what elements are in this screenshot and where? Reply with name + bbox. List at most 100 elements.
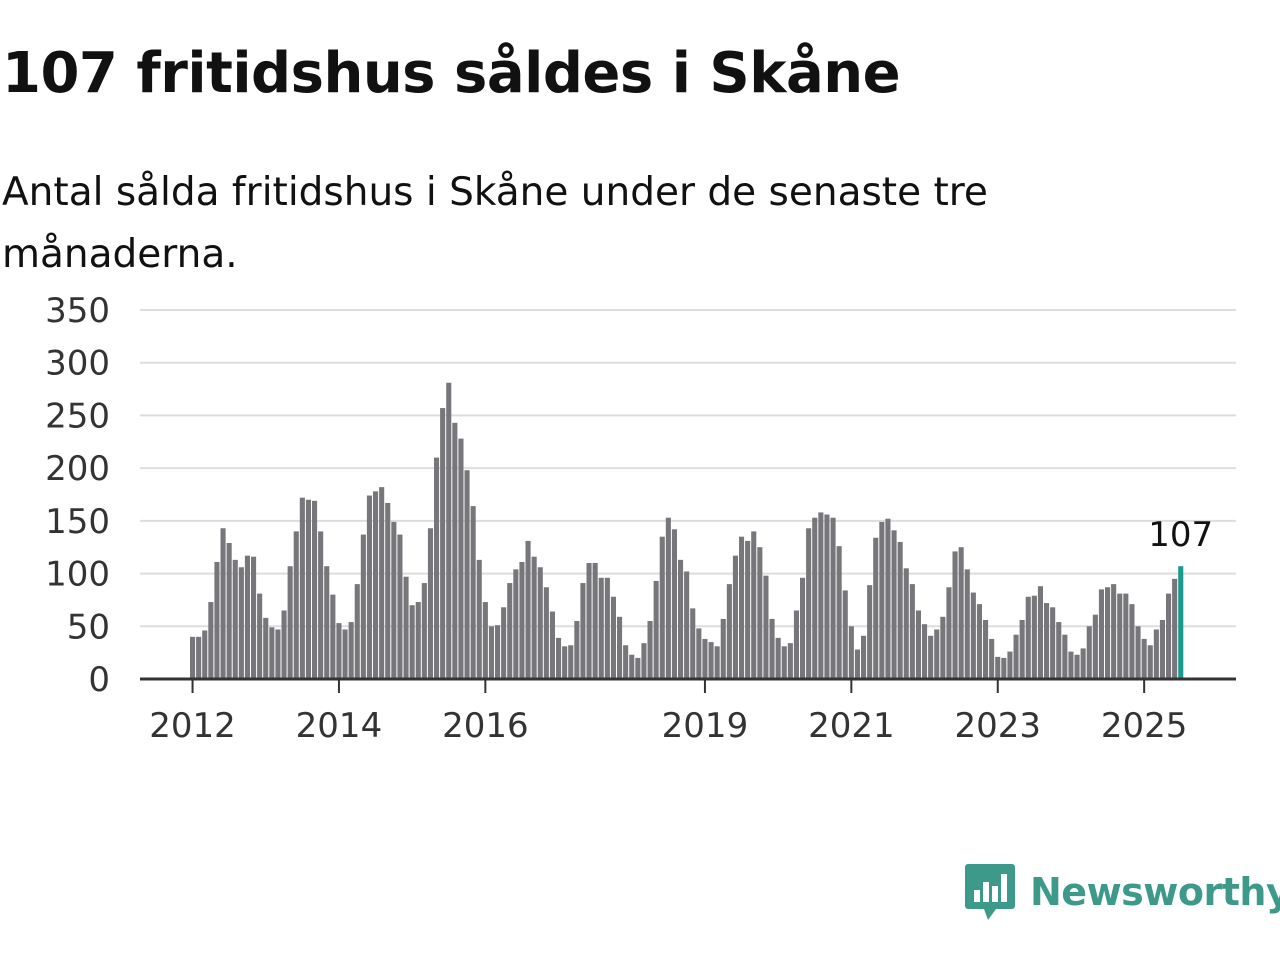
bar [519,561,525,679]
bar [653,580,659,679]
bar [726,584,732,679]
bar [580,583,586,679]
bar [287,566,293,679]
bar [647,621,653,679]
bar [421,583,427,679]
newsworthy-logo-icon [965,864,1015,920]
bar [617,616,623,679]
bar [403,576,409,679]
y-tick-label: 0 [88,660,110,700]
bar [232,559,238,679]
bar [922,624,928,679]
bar [257,593,263,679]
bar [299,497,305,679]
bar [379,487,385,679]
bar [446,382,452,679]
bar [671,529,677,679]
bar [397,534,403,679]
bar [525,540,531,679]
bar [531,556,537,679]
bar [763,575,769,679]
bar [678,559,684,679]
bar [934,629,940,679]
bar [434,457,440,679]
bar [275,629,281,679]
bar [360,534,366,679]
bar [989,638,995,679]
bar [623,645,629,679]
bar [1074,654,1080,679]
bar [690,608,696,679]
bar [891,530,897,679]
bar [1166,593,1172,679]
bar [495,625,501,679]
bar [293,531,299,679]
bar [196,636,202,679]
bar [391,521,397,679]
newsworthy-logo: Newsworthy [964,862,1280,922]
bar [952,551,958,679]
bar [592,563,598,679]
bar [1056,622,1062,679]
y-tick-label: 350 [45,291,110,331]
bar [251,556,257,679]
bar [842,590,848,679]
bar [696,628,702,679]
bar [1098,589,1104,679]
axes [140,677,1236,693]
bar [976,604,982,679]
bar [720,618,726,679]
bar [202,630,208,679]
bar [409,605,415,679]
bar [312,500,318,679]
bar [1159,619,1165,679]
bar [1037,586,1043,679]
y-tick-label: 50 [67,607,110,647]
bar [501,607,507,679]
bar [806,528,812,679]
bar [1147,645,1153,679]
bar [885,518,891,679]
bar [354,584,360,679]
chart-title: 107 fritidshus såldes i Skåne [2,41,901,106]
bar [787,643,793,679]
bar [903,568,909,679]
bar [507,583,513,679]
bar [964,569,970,679]
bar [342,629,348,679]
bar [482,602,488,679]
bar [366,495,372,679]
bar [458,438,464,679]
bar [970,592,976,679]
y-tick-label: 300 [45,344,110,384]
x-tick-label: 2021 [808,706,895,746]
bar [1062,634,1068,679]
bar [714,646,720,679]
bar [1050,607,1056,679]
bar [556,637,562,679]
bar [415,602,421,679]
x-tick-label: 2012 [149,706,236,746]
bar [751,531,757,679]
bar [1105,587,1111,679]
bar [1135,626,1141,679]
bar [598,577,604,679]
bar [665,517,671,679]
bar [793,610,799,679]
bar [867,585,873,679]
bar [928,635,934,679]
bar-latest [1178,566,1184,679]
bar [1086,626,1092,679]
bar [702,638,708,679]
chart-subtitle: Antal sålda fritidshus i Skåne under de … [2,170,988,277]
bar [757,547,763,679]
bar [549,611,555,679]
bar [769,618,775,679]
bar [879,521,885,679]
bar [836,546,842,679]
bar [800,577,806,679]
bar [537,567,543,679]
latest-value-label: 107 [1148,515,1213,555]
bar [336,623,342,679]
bar [324,566,330,679]
